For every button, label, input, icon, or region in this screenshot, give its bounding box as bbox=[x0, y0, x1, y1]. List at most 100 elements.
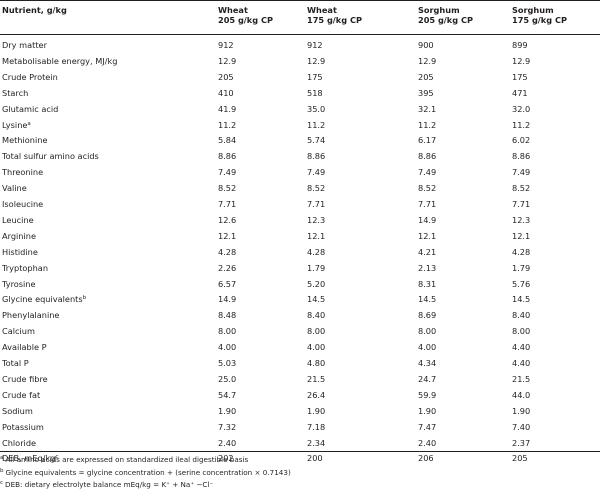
cell-value: 12.1 bbox=[218, 230, 237, 241]
cell-value: 206 bbox=[418, 453, 434, 464]
cell-value: 4.00 bbox=[307, 342, 326, 353]
row-label-text: Crude fat bbox=[2, 389, 41, 400]
row-label: Metabolisable energy, MJ/kg bbox=[2, 56, 117, 66]
row-label-text: Lysine bbox=[2, 119, 28, 130]
cell-value: 12.6 bbox=[218, 214, 237, 225]
cell-value: 2.40 bbox=[218, 437, 237, 448]
cell-value: 21.5 bbox=[307, 373, 326, 384]
cell-value: 175 bbox=[307, 71, 323, 82]
row-label: DEB, mEq/kgc bbox=[2, 453, 58, 463]
cell-value: 8.40 bbox=[307, 310, 326, 321]
footnote-mark: a bbox=[27, 120, 31, 127]
column-header: Wheat 205 g/kg CP bbox=[218, 5, 273, 25]
cell-value: 12.9 bbox=[418, 55, 437, 66]
row-label-text: Valine bbox=[2, 183, 27, 194]
cell-value: 2.37 bbox=[512, 437, 531, 448]
footnote-mark: c bbox=[0, 480, 4, 486]
cell-value: 11.2 bbox=[418, 119, 437, 130]
row-label: Phenylalanine bbox=[2, 310, 59, 320]
cell-value: 4.00 bbox=[418, 342, 437, 353]
cell-value: 11.2 bbox=[218, 119, 237, 130]
cell-value: 7.49 bbox=[512, 167, 531, 178]
row-label: Leucine bbox=[2, 215, 34, 225]
row-label-text: Sodium bbox=[2, 405, 33, 416]
row-label: Total sulfur amino acids bbox=[2, 151, 99, 161]
row-label-text: Isoleucine bbox=[2, 199, 44, 209]
row-label-text: Methionine bbox=[2, 135, 48, 146]
cell-value: 8.00 bbox=[418, 326, 437, 337]
cell-value: 518 bbox=[307, 87, 323, 98]
column-subtitle: 175 g/kg CP bbox=[307, 15, 362, 25]
cell-value: 8.52 bbox=[512, 183, 531, 194]
cell-value: 4.40 bbox=[512, 358, 531, 368]
cell-value: 7.49 bbox=[218, 167, 237, 178]
row-label: Histidine bbox=[2, 247, 38, 257]
footnote: c DEB: dietary electrolyte balance mEq/kg… bbox=[0, 480, 213, 489]
column-subtitle: 205 g/kg CP bbox=[218, 15, 273, 25]
row-label: Total P bbox=[2, 358, 29, 368]
column-header: Sorghum 175 g/kg CP bbox=[512, 5, 567, 25]
row-label-text: Leucine bbox=[2, 214, 34, 225]
column-name: Nutrient, g/kg bbox=[2, 5, 67, 15]
row-label: Arginine bbox=[2, 231, 36, 241]
cell-value: 7.49 bbox=[307, 167, 326, 178]
cell-value: 35.0 bbox=[307, 103, 326, 114]
row-label-text: DEB, mEq/kg bbox=[2, 453, 56, 464]
row-label: Glutamic acid bbox=[2, 104, 58, 114]
row-label-text: Total P bbox=[2, 358, 29, 368]
cell-value: 6.17 bbox=[418, 135, 437, 146]
cell-value: 7.40 bbox=[512, 421, 531, 432]
row-label-text: Arginine bbox=[2, 230, 36, 241]
cell-value: 11.2 bbox=[512, 119, 531, 130]
cell-value: 12.9 bbox=[307, 55, 326, 66]
cell-value: 14.5 bbox=[418, 294, 437, 305]
row-label: Methionine bbox=[2, 135, 47, 145]
footnote: b Glycine equivalents = glycine concentra… bbox=[0, 468, 291, 477]
row-label: Starch bbox=[2, 88, 28, 98]
cell-value: 4.21 bbox=[418, 246, 437, 257]
cell-value: 2.40 bbox=[418, 437, 437, 448]
row-label-text: Available P bbox=[2, 342, 47, 353]
cell-value: 7.32 bbox=[218, 421, 237, 432]
cell-value: 5.20 bbox=[307, 278, 326, 289]
cell-value: 4.00 bbox=[218, 342, 237, 353]
cell-value: 7.71 bbox=[512, 199, 531, 209]
cell-value: 14.5 bbox=[307, 294, 326, 305]
cell-value: 32.1 bbox=[418, 103, 437, 114]
cell-value: 1.79 bbox=[307, 262, 326, 273]
cell-value: 5.84 bbox=[218, 135, 237, 146]
row-label: Sodium bbox=[2, 406, 33, 416]
cell-value: 12.3 bbox=[512, 214, 531, 225]
row-label: Isoleucine bbox=[2, 199, 43, 209]
row-label-text: Potassium bbox=[2, 421, 44, 432]
row-label-text: Crude Protein bbox=[2, 71, 58, 82]
cell-value: 6.02 bbox=[512, 135, 531, 146]
cell-value: 11.2 bbox=[307, 119, 326, 130]
cell-value: 8.00 bbox=[307, 326, 326, 337]
cell-value: 4.34 bbox=[418, 358, 437, 368]
cell-value: 8.00 bbox=[218, 326, 237, 337]
row-label-text: Starch bbox=[2, 87, 29, 98]
row-label-text: Dry matter bbox=[2, 40, 47, 50]
cell-value: 175 bbox=[512, 71, 528, 82]
row-label: Crude fibre bbox=[2, 374, 48, 384]
column-header: Sorghum 205 g/kg CP bbox=[418, 5, 473, 25]
row-label-text: Metabolisable energy, MJ/kg bbox=[2, 55, 118, 66]
cell-value: 12.9 bbox=[512, 55, 531, 66]
cell-value: 7.49 bbox=[418, 167, 437, 178]
cell-value: 41.9 bbox=[218, 103, 237, 114]
row-label: Calcium bbox=[2, 326, 35, 336]
footnote-mark: b bbox=[0, 467, 4, 474]
footnote-text: All amino acids are expressed on standar… bbox=[5, 455, 249, 464]
cell-value: 8.52 bbox=[218, 183, 237, 194]
row-label: Threonine bbox=[2, 167, 43, 177]
cell-value: 1.90 bbox=[418, 405, 437, 416]
row-label-text: Histidine bbox=[2, 246, 38, 257]
cell-value: 1.90 bbox=[218, 405, 237, 416]
cell-value: 5.03 bbox=[218, 358, 237, 368]
footnote-text: DEB: dietary electrolyte balance mEq/kg … bbox=[5, 480, 214, 489]
row-label-text: Calcium bbox=[2, 326, 35, 337]
cell-value: 7.18 bbox=[307, 421, 326, 432]
cell-value: 4.80 bbox=[307, 358, 326, 368]
